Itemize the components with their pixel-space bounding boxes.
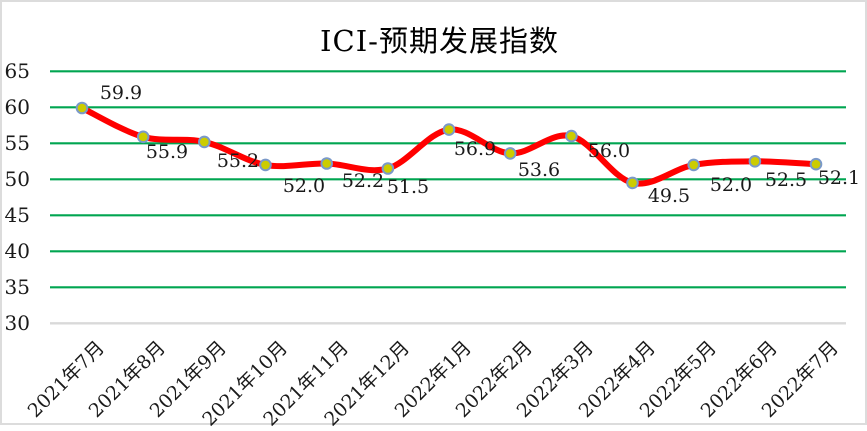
data-label: 52.5 — [764, 169, 808, 191]
data-label: 53.6 — [517, 159, 561, 181]
data-label: 56.0 — [587, 140, 631, 162]
data-label: 52.1 — [817, 167, 861, 189]
data-label: 52.0 — [282, 175, 326, 197]
y-axis-tick-label: 40 — [4, 239, 30, 263]
data-point-marker — [748, 155, 762, 168]
data-point-marker — [75, 101, 89, 115]
data-label: 49.5 — [647, 185, 691, 207]
data-point-marker — [503, 147, 517, 160]
data-point-marker — [626, 176, 639, 190]
data-point-marker — [809, 157, 823, 171]
chart-title: ICI-预期发展指数 — [320, 24, 559, 58]
y-axis-tick-label: 45 — [4, 203, 30, 227]
y-axis-tick-label: 30 — [4, 311, 30, 335]
y-axis-tick-label: 60 — [4, 95, 30, 119]
data-point-marker — [259, 158, 272, 172]
data-point-marker — [442, 123, 456, 136]
data-label: 52.0 — [709, 174, 753, 196]
data-point-marker — [565, 129, 578, 143]
data-label: 51.5 — [386, 176, 430, 198]
data-point-marker — [687, 158, 701, 172]
y-axis-tick-label: 65 — [4, 59, 30, 83]
data-point-marker — [136, 130, 150, 144]
y-axis-tick-label: 55 — [4, 131, 30, 155]
data-label: 56.9 — [453, 138, 497, 160]
y-axis-tick-label: 50 — [4, 167, 30, 191]
series-line — [79, 105, 819, 187]
data-point-marker — [381, 162, 395, 175]
data-label: 55.2 — [216, 150, 260, 172]
data-label: 59.9 — [99, 82, 143, 104]
data-point-marker — [320, 157, 334, 170]
data-label: 55.9 — [145, 141, 189, 163]
y-axis-tick-label: 35 — [4, 275, 30, 299]
data-label: 52.2 — [341, 170, 385, 192]
data-point-marker — [198, 135, 211, 149]
